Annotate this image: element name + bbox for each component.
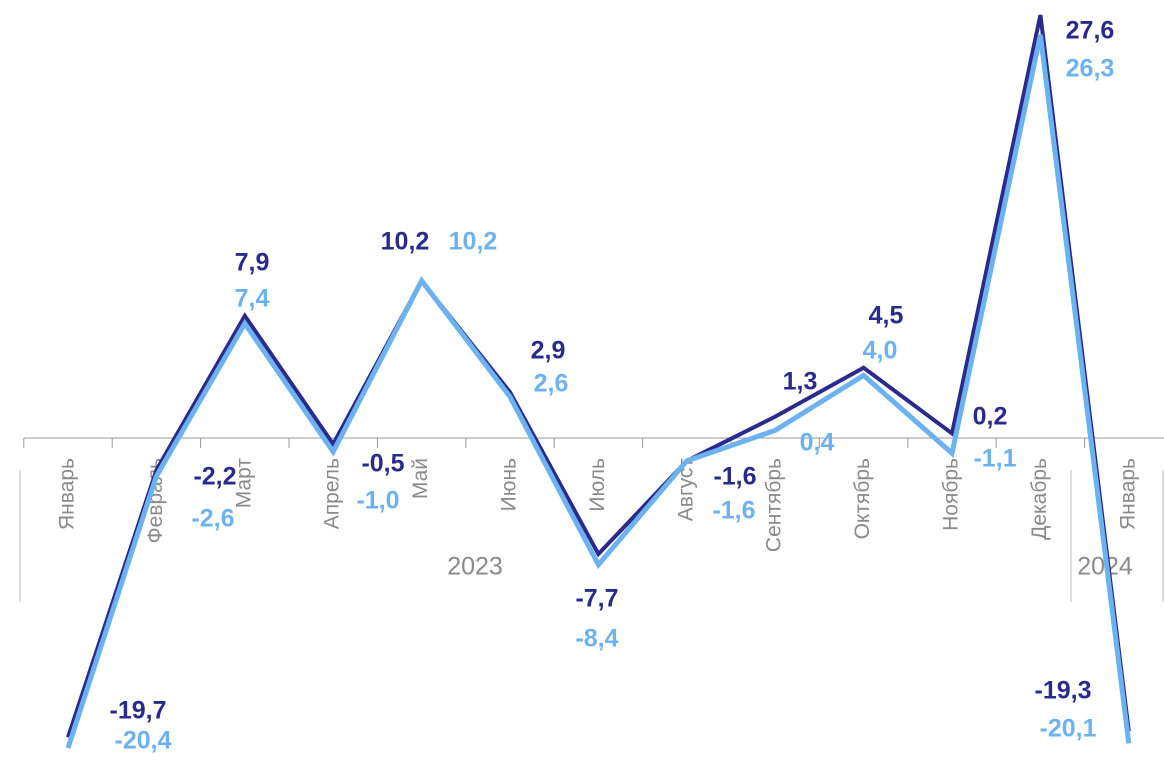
x-tick-label: Август bbox=[674, 458, 697, 522]
data-label: 2,6 bbox=[534, 370, 569, 398]
data-label: 4,5 bbox=[869, 302, 904, 330]
x-tick-label: Сентябрь bbox=[763, 458, 786, 552]
x-tick-label: Январь bbox=[56, 458, 79, 530]
data-label: -1,1 bbox=[973, 445, 1016, 473]
x-tick-label: Ноябрь bbox=[940, 458, 963, 531]
data-label: -1,0 bbox=[356, 487, 399, 515]
x-tick-label: Октябрь bbox=[851, 458, 874, 539]
data-label: -2,6 bbox=[191, 505, 234, 533]
data-label: -1,6 bbox=[713, 463, 756, 491]
x-tick-label: Декабрь bbox=[1028, 458, 1051, 540]
x-tick-label: Май bbox=[409, 458, 432, 499]
data-label: 0,2 bbox=[973, 403, 1008, 431]
data-label: 0,4 bbox=[800, 429, 835, 457]
data-label: -20,1 bbox=[1040, 715, 1097, 743]
x-tick-label: Март bbox=[232, 458, 255, 509]
series-line bbox=[66, 14, 1131, 738]
data-label: 27,6 bbox=[1066, 17, 1115, 45]
data-label: 7,9 bbox=[235, 249, 270, 277]
x-tick-label: Июль bbox=[586, 458, 609, 512]
x-tick-label: Июнь bbox=[498, 458, 521, 511]
data-label: -8,4 bbox=[575, 625, 618, 653]
data-label: 7,4 bbox=[235, 285, 270, 313]
data-label: 10,2 bbox=[381, 228, 430, 256]
data-label: 26,3 bbox=[1066, 55, 1115, 83]
data-label: -1,6 bbox=[712, 497, 755, 525]
data-label: 2,9 bbox=[531, 337, 566, 365]
data-label: -7,7 bbox=[575, 585, 618, 613]
data-label: -2,2 bbox=[193, 463, 236, 491]
x-tick-label: Январь bbox=[1116, 458, 1139, 530]
data-label: -0,5 bbox=[361, 450, 404, 478]
group-label: 2023 bbox=[447, 553, 503, 581]
x-tick-label: Февраль bbox=[144, 458, 167, 543]
data-label: 1,3 bbox=[783, 368, 818, 396]
series-line bbox=[65, 34, 1132, 749]
data-label: -19,7 bbox=[110, 697, 167, 725]
data-label: 10,2 bbox=[449, 228, 498, 256]
data-label: -20,4 bbox=[115, 727, 172, 755]
x-tick-label: Апрель bbox=[321, 458, 344, 529]
data-label: -19,3 bbox=[1035, 677, 1092, 705]
data-label: 4,0 bbox=[863, 337, 898, 365]
